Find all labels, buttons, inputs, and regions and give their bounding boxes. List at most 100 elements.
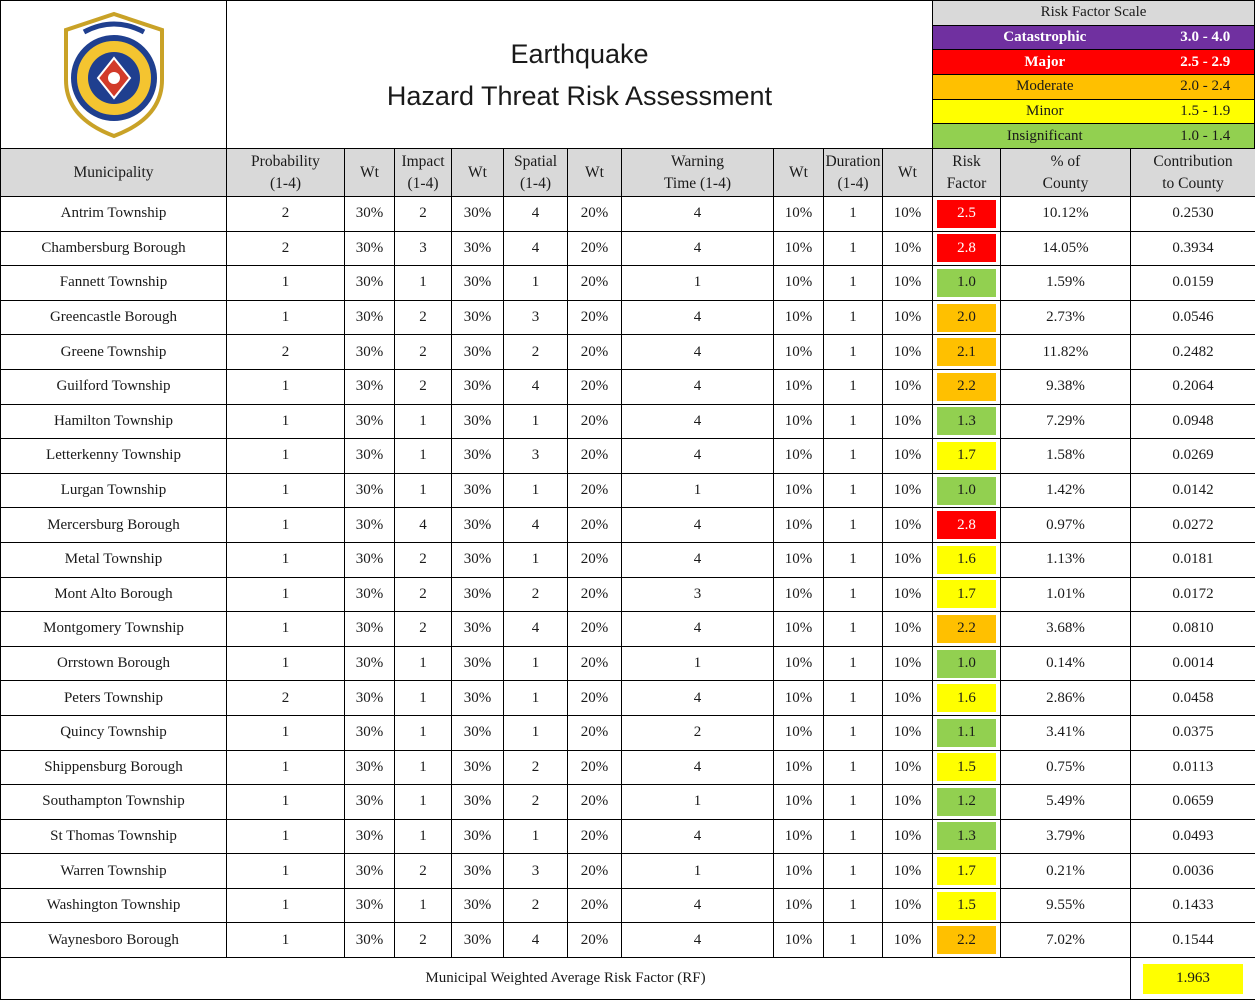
column-header: % of County <box>1000 148 1131 197</box>
cell: Warren Township <box>0 853 227 889</box>
cell: Greene Township <box>0 334 227 370</box>
data-row: Metal Township 1 30% 2 30% 1 20% 4 10% 1 10% 1.6 1.1… <box>0 541 1255 578</box>
cell: 0.21% <box>1000 853 1131 889</box>
cell: 20% <box>567 403 622 440</box>
data-row: Quincy Township 1 30% 1 30% 1 20% 2 10% 1 10% 1.1 3.… <box>0 714 1255 751</box>
cell: Quincy Township <box>0 714 227 751</box>
cell: 0.0948 <box>1130 403 1255 440</box>
scale-range: 1.5 - 1.9 <box>1180 103 1231 120</box>
cell: 10% <box>882 472 933 509</box>
scale-title: Risk Factor Scale <box>933 1 1254 25</box>
cell: 0.0113 <box>1130 749 1255 786</box>
cell: 1 <box>823 472 883 509</box>
cell: 10% <box>882 611 933 647</box>
cell: 2 <box>394 299 452 336</box>
cell: 14.05% <box>1000 230 1131 267</box>
cell: 20% <box>567 507 622 543</box>
cell: Mont Alto Borough <box>0 576 227 613</box>
cell: 10% <box>773 334 824 370</box>
cell: 20% <box>567 196 622 232</box>
cell: 1 <box>394 265 452 301</box>
cell: 30% <box>344 645 395 682</box>
cell: 10% <box>773 265 824 301</box>
cell: 2 <box>226 680 345 716</box>
cell: 10% <box>882 299 933 336</box>
cell: 10% <box>773 714 824 751</box>
cell: 1 <box>823 299 883 336</box>
risk-factor: 1.0 <box>937 476 996 505</box>
cell: 4 <box>621 299 774 336</box>
cell: Metal Township <box>0 541 227 578</box>
cell: 10% <box>773 749 824 786</box>
cell: 4 <box>503 507 568 543</box>
column-header: Municipality <box>0 148 227 197</box>
risk-cell: 2.8 <box>932 230 1001 267</box>
cell: 0.75% <box>1000 749 1131 786</box>
cell: 1 <box>823 818 883 855</box>
cell: 0.14% <box>1000 645 1131 682</box>
cell: 1 <box>503 714 568 751</box>
cell: 10% <box>773 576 824 613</box>
cell: 20% <box>567 230 622 267</box>
cell: Shippensburg Borough <box>0 749 227 786</box>
cell: 0.0159 <box>1130 265 1255 301</box>
cell: 4 <box>621 680 774 716</box>
cell: 2 <box>503 749 568 786</box>
column-header: Wt <box>567 148 622 197</box>
risk-table: Municipality Probability (1-4) Wt Impact (1… <box>0 148 1255 1000</box>
cell: 20% <box>567 611 622 647</box>
data-row: Warren Township 1 30% 2 30% 3 20% 1 10% 1 10% 1.7 0.… <box>0 853 1255 889</box>
cell: 1 <box>226 611 345 647</box>
cell: 4 <box>621 818 774 855</box>
cell: 30% <box>451 645 504 682</box>
cell: Orrstown Borough <box>0 645 227 682</box>
cell: 0.0659 <box>1130 784 1255 820</box>
cell: 1 <box>823 438 883 474</box>
scale-row: Major 2.5 - 2.9 <box>933 49 1254 75</box>
risk-factor: 1.7 <box>937 857 996 886</box>
cell: 1.59% <box>1000 265 1131 301</box>
risk-cell: 1.7 <box>932 853 1001 889</box>
cell: 1 <box>394 472 452 509</box>
risk-factor: 2.8 <box>937 511 996 540</box>
cell: 30% <box>344 784 395 820</box>
cell: 10% <box>882 818 933 855</box>
cell: 1 <box>823 576 883 613</box>
cell: 1 <box>394 714 452 751</box>
cell: 4 <box>503 368 568 405</box>
cell: 10% <box>773 541 824 578</box>
data-row: Shippensburg Borough 1 30% 1 30% 2 20% 4 10% 1 10%… <box>0 749 1255 786</box>
cell: 2 <box>394 853 452 889</box>
cell: Greencastle Borough <box>0 299 227 336</box>
footer-label: Municipal Weighted Average Risk Factor (… <box>0 957 1131 1000</box>
cell: 1 <box>226 299 345 336</box>
data-row: Mercersburg Borough 1 30% 4 30% 4 20% 4 10% 1 10% 2… <box>0 507 1255 543</box>
cell: 10% <box>882 749 933 786</box>
cell: 10% <box>773 680 824 716</box>
cell: 1 <box>823 507 883 543</box>
cell: 0.0014 <box>1130 645 1255 682</box>
risk-factor: 1.3 <box>937 407 996 436</box>
cell: 10% <box>882 334 933 370</box>
cell: 10% <box>882 403 933 440</box>
cell: 4 <box>621 196 774 232</box>
cell: 30% <box>344 576 395 613</box>
data-row: Montgomery Township 1 30% 2 30% 4 20% 4 10% 1 10% 2… <box>0 611 1255 647</box>
cell: Letterkenny Township <box>0 438 227 474</box>
risk-cell: 1.3 <box>932 818 1001 855</box>
cell: Fannett Township <box>0 265 227 301</box>
cell: 30% <box>451 714 504 751</box>
risk-cell: 2.2 <box>932 368 1001 405</box>
cell: 10% <box>882 887 933 924</box>
risk-factor: 2.5 <box>937 199 996 228</box>
data-row: St Thomas Township 1 30% 1 30% 1 20% 4 10% 1 10% 1.… <box>0 818 1255 855</box>
risk-cell: 1.5 <box>932 887 1001 924</box>
risk-factor: 2.8 <box>937 234 996 263</box>
column-header: Contribution to County <box>1130 148 1255 197</box>
risk-factor: 1.6 <box>937 684 996 713</box>
cell: 10% <box>882 265 933 301</box>
scale-label: Moderate <box>1016 78 1074 95</box>
cell: 0.0493 <box>1130 818 1255 855</box>
risk-factor: 1.7 <box>937 441 996 470</box>
cell: 2 <box>226 230 345 267</box>
